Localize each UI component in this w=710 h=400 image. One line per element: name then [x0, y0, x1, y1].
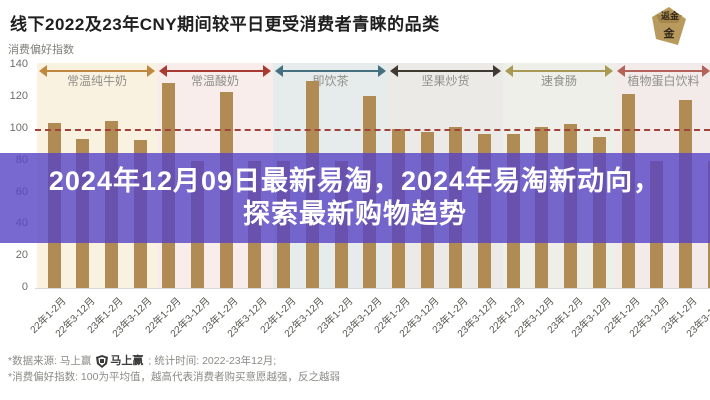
svg-text:金: 金 [663, 26, 676, 40]
range-arrow [45, 70, 149, 72]
shield-icon [96, 354, 109, 368]
arrow-head-icon [263, 65, 271, 77]
range-arrow [623, 70, 704, 72]
svg-text:返金: 返金 [661, 10, 680, 21]
y-axis-tick-label: 120 [9, 90, 28, 103]
category-label: 即饮茶 [312, 74, 349, 88]
baseline-100 [35, 129, 710, 131]
y-axis-tick-label: 100 [9, 122, 28, 134]
promo-overlay-banner[interactable]: 2024年12月09日最新易淘，2024年易淘新动向，探索最新购物趋势 [0, 153, 710, 243]
footnotes: *数据来源: 马上赢 马上赢 ; 统计时间: 2022-23年12月; *消费偏… [8, 353, 340, 385]
promo-overlay-text: 2024年12月09日最新易淘，2024年易淘新动向，探索最新购物趋势 [48, 166, 662, 229]
arrow-head-icon [39, 65, 47, 77]
range-arrow [281, 70, 380, 72]
y-axis-tick-label: 140 [9, 58, 28, 71]
category-label: 坚果炒货 [421, 74, 470, 88]
arrow-head-icon [147, 65, 155, 77]
y-axis-title: 消费偏好指数 [8, 44, 74, 56]
arrow-head-icon [159, 65, 167, 77]
y-axis-tick-label: 0 [21, 281, 28, 293]
category-label: 速食肠 [540, 74, 577, 88]
category-label: 常温酸奶 [190, 74, 239, 88]
arrow-head-icon [505, 65, 513, 77]
category-label: 常温纯牛奶 [66, 74, 127, 88]
arrow-head-icon [493, 65, 501, 77]
cashback-ribbon-icon: 返金 金 [648, 5, 690, 47]
page-title: 线下2022及23年CNY期间较平日更受消费者青睐的品类 [10, 15, 440, 34]
category-label: 植物蛋白饮料 [627, 74, 700, 88]
arrow-head-icon [605, 65, 613, 77]
footnote-source: *数据来源: 马上赢 马上赢 ; 统计时间: 2022-23年12月; [8, 353, 277, 369]
arrow-head-icon [390, 65, 398, 77]
arrow-head-icon [617, 65, 625, 77]
y-axis-tick-label: 20 [15, 249, 28, 262]
arrow-head-icon [702, 65, 710, 77]
x-axis-line [35, 288, 710, 289]
mashangying-logo: 马上赢 [96, 353, 143, 369]
range-arrow [396, 70, 495, 72]
arrow-head-icon [378, 65, 386, 77]
range-arrow [165, 70, 265, 72]
arrow-head-icon [275, 65, 283, 77]
range-arrow [511, 70, 607, 72]
footnote-index-definition: *消费偏好指数: 100为平均值，越高代表消费者购买意愿越强，反之越弱 [8, 371, 340, 383]
